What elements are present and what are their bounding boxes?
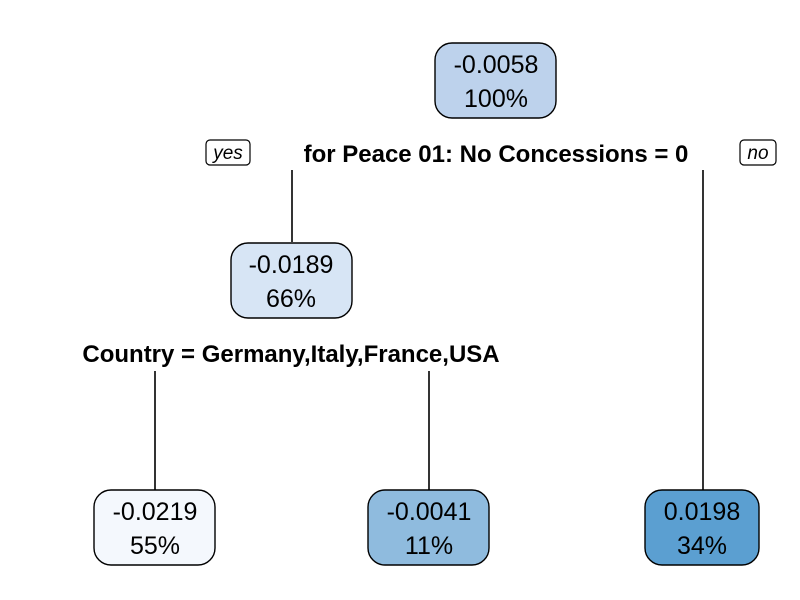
left-node-percent: 66% — [266, 285, 316, 313]
root-node-box — [434, 42, 557, 119]
root-node-value: -0.0058 — [454, 51, 539, 79]
leaf-node-left-value: -0.0219 — [113, 498, 198, 526]
leaf-node-right: 0.0198 34% — [644, 489, 760, 566]
leaf-node-left-box — [93, 489, 216, 566]
root-split-label: for Peace 01: No Concessions = 0 — [304, 141, 689, 168]
root-node: -0.0058 100% — [434, 42, 557, 119]
left-split-label: Country = Germany,Italy,France,USA — [82, 341, 499, 368]
leaf-node-right-box — [644, 489, 760, 566]
leaf-node-middle-percent: 11% — [405, 532, 453, 560]
yes-tag: yes — [211, 143, 243, 164]
leaf-node-middle-value: -0.0041 — [387, 498, 472, 526]
yes-tag-box — [205, 139, 251, 166]
left-node-box — [230, 242, 353, 319]
leaf-node-right-percent: 34% — [677, 532, 727, 560]
left-node: -0.0189 66% — [230, 242, 353, 319]
leaf-node-left: -0.0219 55% — [93, 489, 216, 566]
leaf-node-middle-box — [367, 489, 490, 566]
leaf-node-left-percent: 55% — [130, 532, 180, 560]
root-node-percent: 100% — [464, 85, 528, 113]
leaf-node-right-value: 0.0198 — [664, 498, 740, 526]
left-node-value: -0.0189 — [249, 251, 334, 279]
root-split: yes for Peace 01: No Concessions = 0 no — [205, 139, 777, 168]
no-tag-box — [739, 139, 777, 166]
no-tag: no — [747, 143, 768, 164]
leaf-node-middle: -0.0041 11% — [367, 489, 490, 566]
